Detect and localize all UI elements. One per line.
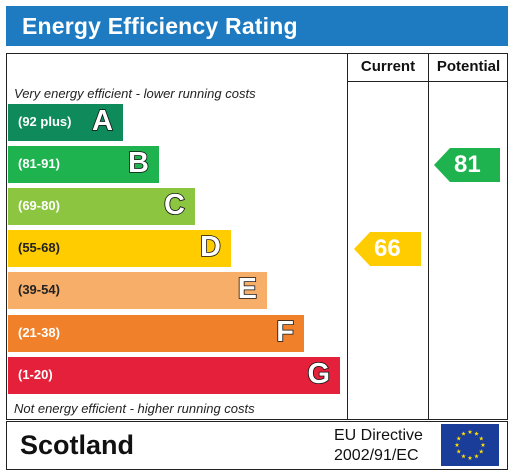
- eu-star-icon: [467, 455, 473, 460]
- eu-star-icon: [480, 442, 486, 447]
- band-b: (81-91) B: [8, 146, 159, 183]
- band-letter: D: [199, 230, 222, 264]
- eu-star-icon: [467, 429, 473, 434]
- band-c: (69-80) C: [8, 188, 195, 225]
- band-letter: B: [127, 146, 150, 180]
- footer-directive-line2: 2002/91/EC: [334, 447, 419, 464]
- column-header-potential: Potential: [436, 58, 501, 75]
- potential-rating-arrow-shape: [434, 148, 500, 182]
- band-d: (55-68) D: [8, 230, 231, 267]
- current-rating-arrow: 66: [354, 232, 421, 266]
- current-column-divider: [347, 53, 348, 420]
- column-header-current: Current: [360, 58, 416, 75]
- band-letter: F: [275, 315, 294, 349]
- title-bar: Energy Efficiency Rating: [6, 6, 508, 46]
- band-letter: C: [163, 188, 186, 222]
- band-range-label: (21-38): [18, 325, 60, 340]
- eu-star-icon: [474, 431, 479, 436]
- bottom-note: Not energy efficient - higher running co…: [14, 401, 255, 416]
- eu-star-icon: [456, 436, 462, 441]
- eu-star-icon: [461, 453, 466, 459]
- band-a: (92 plus) A: [8, 104, 123, 141]
- eu-star-icon: [474, 453, 479, 459]
- band-letter: G: [307, 357, 331, 391]
- potential-rating-arrow-value: 81: [454, 151, 481, 178]
- current-rating-arrow-value: 66: [374, 235, 401, 262]
- band-range-label: (1-20): [18, 367, 53, 382]
- potential-column-divider: [428, 53, 429, 420]
- band-letter: A: [91, 104, 114, 138]
- page-title: Energy Efficiency Rating: [22, 13, 298, 39]
- band-f: (21-38) F: [8, 315, 304, 352]
- eu-star-icon: [461, 431, 466, 436]
- eu-flag-icon: [441, 424, 499, 466]
- band-g: (1-20) G: [8, 357, 340, 394]
- eu-star-icon: [478, 449, 484, 454]
- top-note: Very energy efficient - lower running co…: [14, 86, 256, 101]
- band-range-label: (39-54): [18, 282, 60, 297]
- band-letter: E: [237, 272, 258, 306]
- current-rating-arrow-shape: [354, 232, 421, 266]
- band-range-label: (69-80): [18, 198, 60, 213]
- eu-star-icon: [454, 442, 460, 447]
- footer-country: Scotland: [20, 430, 135, 460]
- band-range-label: (55-68): [18, 240, 60, 255]
- band-range-label: (81-91): [18, 156, 60, 171]
- band-range-label: (92 plus): [18, 114, 72, 129]
- eu-star-icon: [478, 436, 484, 441]
- eu-star-icon: [456, 449, 462, 454]
- header-divider: [348, 81, 508, 82]
- potential-rating-arrow: 81: [434, 148, 500, 182]
- footer-directive-line1: EU Directive: [334, 427, 423, 444]
- band-e: (39-54) E: [8, 272, 267, 309]
- footer: [6, 421, 508, 470]
- rating-frame: [6, 53, 508, 420]
